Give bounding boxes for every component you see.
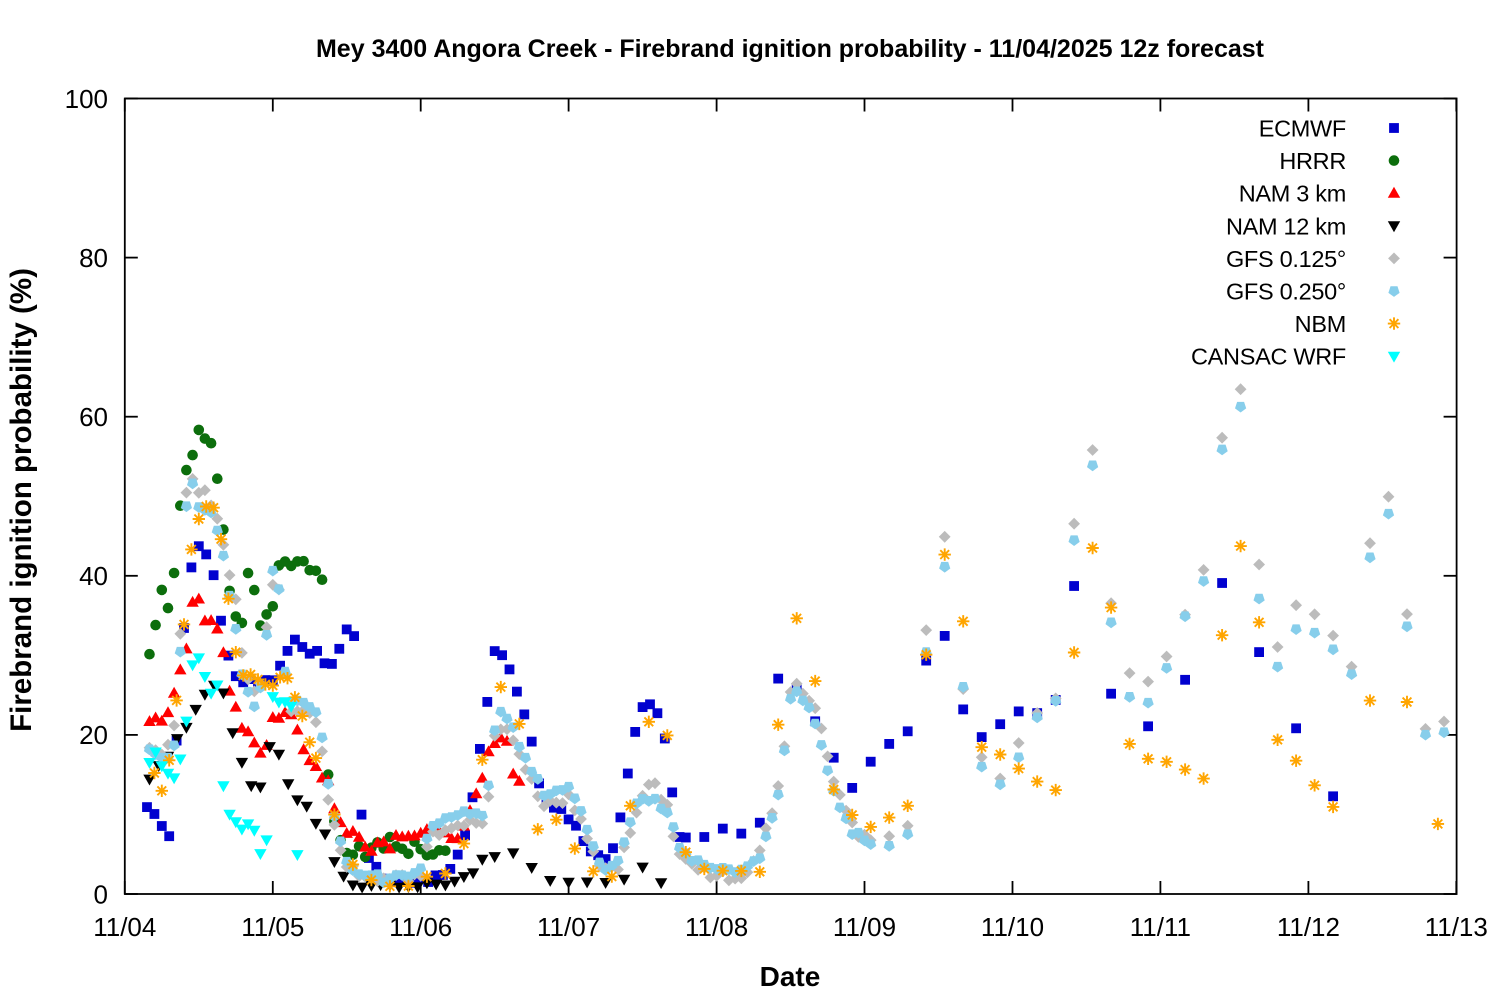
svg-text:GFS 0.125°: GFS 0.125° — [1226, 246, 1346, 272]
svg-text:11/08: 11/08 — [685, 912, 748, 942]
svg-text:11/13: 11/13 — [1425, 912, 1488, 942]
svg-text:Mey 3400 Angora Creek - Firebr: Mey 3400 Angora Creek - Firebrand igniti… — [316, 35, 1265, 63]
svg-text:CANSAC WRF: CANSAC WRF — [1191, 344, 1346, 370]
svg-text:11/11: 11/11 — [1130, 912, 1191, 942]
svg-text:NAM 12 km: NAM 12 km — [1226, 213, 1346, 239]
svg-text:11/09: 11/09 — [833, 912, 896, 942]
svg-text:11/10: 11/10 — [981, 912, 1044, 942]
svg-text:0: 0 — [94, 879, 108, 909]
svg-text:11/06: 11/06 — [389, 912, 452, 942]
svg-text:80: 80 — [79, 243, 108, 273]
svg-text:40: 40 — [79, 561, 108, 591]
svg-text:100: 100 — [65, 84, 108, 114]
svg-text:11/05: 11/05 — [241, 912, 304, 942]
svg-text:Firebrand ignition probability: Firebrand ignition probability (%) — [5, 268, 38, 732]
svg-text:11/07: 11/07 — [537, 912, 600, 942]
svg-text:NAM 3 km: NAM 3 km — [1239, 181, 1346, 207]
svg-text:20: 20 — [79, 720, 108, 750]
svg-text:11/12: 11/12 — [1277, 912, 1340, 942]
svg-text:11/04: 11/04 — [93, 912, 156, 942]
svg-text:NBM: NBM — [1295, 311, 1346, 337]
svg-text:Date: Date — [760, 961, 821, 992]
svg-text:GFS 0.250°: GFS 0.250° — [1226, 279, 1346, 305]
svg-text:ECMWF: ECMWF — [1259, 116, 1346, 142]
svg-text:60: 60 — [79, 402, 108, 432]
svg-text:HRRR: HRRR — [1279, 148, 1346, 174]
